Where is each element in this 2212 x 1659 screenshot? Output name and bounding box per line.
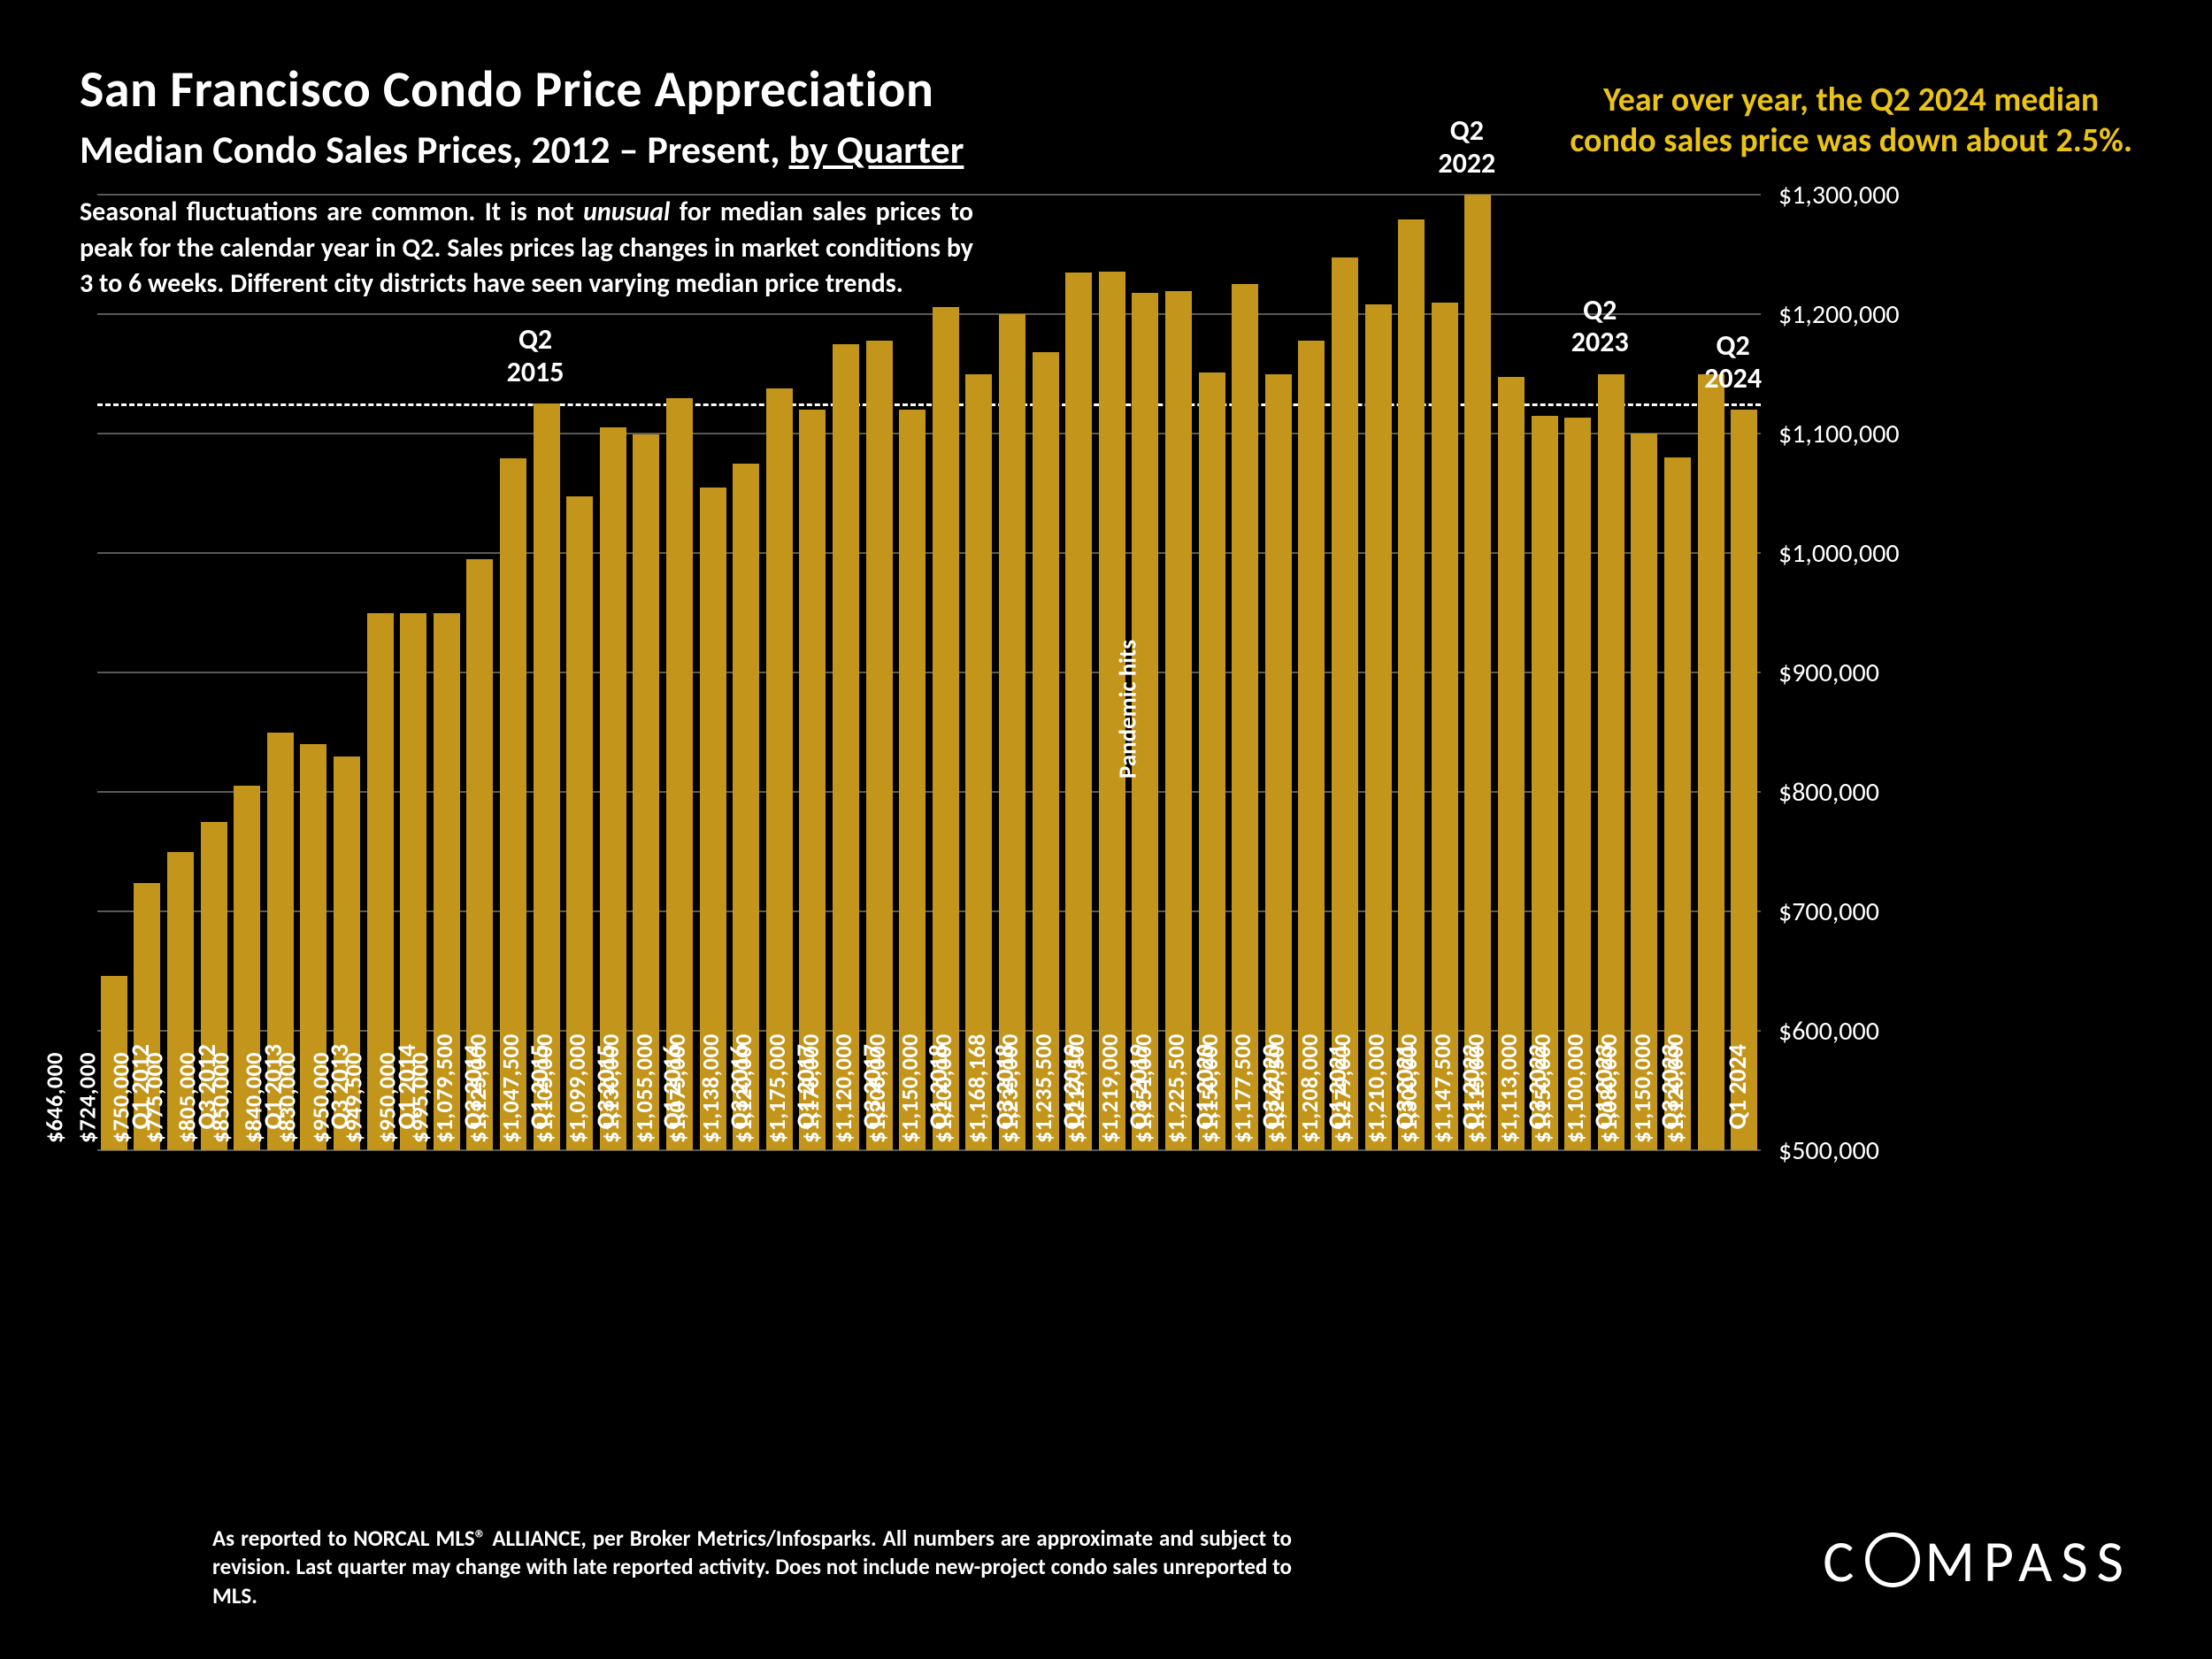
y-axis-label: $900,000	[1778, 657, 1955, 689]
compass-logo-o-icon	[1865, 1532, 1920, 1587]
x-axis-label: Q1 2022	[1455, 1044, 1486, 1168]
subtitle-text: Median Condo Sales Prices, 2012 – Presen…	[80, 126, 789, 173]
y-axis-label: $1,300,000	[1778, 179, 1955, 211]
data-bar: $1,225,500	[1232, 284, 1258, 1150]
compass-logo: CMPASS	[1823, 1525, 2132, 1597]
x-axis-label: Q3 2018	[989, 1044, 1020, 1168]
data-bar: $1,168,168	[1033, 352, 1059, 1150]
bar-value-label: $1,100,000	[1561, 1033, 1589, 1143]
data-bar: $1,235,000	[1065, 273, 1092, 1150]
x-axis-label: Q3 2014	[457, 1044, 488, 1168]
callout-label: Q22023	[1571, 295, 1629, 360]
y-axis-label: $600,000	[1778, 1015, 1955, 1048]
callout-label: Q22015	[507, 324, 565, 389]
x-axis-label: Q1 2023	[1588, 1044, 1619, 1168]
chart-subtitle: Median Condo Sales Prices, 2012 – Presen…	[80, 126, 964, 173]
bar-value-label: $1,235,500	[1029, 1033, 1057, 1143]
data-bar: $1,175,000	[833, 344, 859, 1150]
pandemic-label: Pandemic hits	[1113, 640, 1142, 779]
y-axis-label: $700,000	[1778, 895, 1955, 928]
bar-value-label: $1,138,000	[696, 1033, 725, 1143]
bar-value-label: $1,120,000	[829, 1033, 857, 1143]
x-axis-label: Q1 2020	[1189, 1044, 1220, 1168]
bar-value-label: $1,219,000	[1095, 1033, 1124, 1143]
x-axis-label: Q1 2021	[1322, 1044, 1353, 1168]
y-axis-label: $1,100,000	[1778, 418, 1955, 450]
x-axis-label: Q3 2012	[191, 1044, 222, 1168]
x-axis-label: Q3 2022	[1522, 1044, 1553, 1168]
x-axis-label: Q1 2016	[657, 1044, 687, 1168]
bar-value-label: $1,055,000	[630, 1033, 658, 1143]
headline-right-l2: condo sales price was down about 2.5%.	[1570, 120, 2132, 161]
x-axis-label: Q3 2016	[724, 1044, 755, 1168]
bar-value-label: $646,000	[40, 1052, 68, 1143]
data-bar: $1,219,000	[1165, 291, 1192, 1150]
x-axis-label: Q3 2017	[856, 1044, 887, 1168]
data-bar: $1,178,000	[866, 341, 893, 1150]
chart-title: San Francisco Condo Price Appreciation	[80, 58, 964, 120]
data-bar: $1,208,000	[1365, 304, 1392, 1150]
plot-area: $500,000$600,000$700,000$800,000$900,000…	[97, 195, 1761, 1150]
x-axis-label: Q3 2021	[1389, 1044, 1420, 1168]
subtitle-underline: by Quarter	[789, 126, 964, 173]
bar-value-label: $1,175,000	[763, 1033, 791, 1143]
x-axis-label: Q1 2012	[125, 1044, 156, 1168]
x-axis-label: Q1 2014	[391, 1044, 422, 1168]
bar-value-label: $1,225,500	[1162, 1033, 1190, 1143]
y-axis-label: $500,000	[1778, 1134, 1955, 1167]
bar-value-label: $1,147,500	[1428, 1033, 1456, 1143]
x-axis-label: Q3 2015	[590, 1044, 621, 1168]
data-bar: $1,279,000	[1398, 219, 1425, 1150]
x-axis-label: Q1 2015	[524, 1044, 555, 1168]
data-bar: $1,210,000	[1432, 303, 1458, 1151]
bar-value-label: $1,113,000	[1494, 1033, 1523, 1143]
x-axis-label: Q3 2019	[1123, 1044, 1154, 1168]
y-axis-label: $1,200,000	[1778, 298, 1955, 331]
data-bar: $1,120,000	[1731, 410, 1757, 1150]
x-axis-label: Q1 2017	[790, 1044, 821, 1168]
x-axis-label: Q1 2024	[1722, 1044, 1753, 1168]
bar-value-label: $1,150,000	[895, 1033, 924, 1143]
bar-chart: $500,000$600,000$700,000$800,000$900,000…	[97, 195, 1938, 1354]
bar-value-label: $1,168,168	[963, 1033, 991, 1143]
x-axis-label: Q3 2013	[324, 1044, 355, 1168]
y-axis-label: $800,000	[1778, 776, 1955, 809]
x-axis-label: Q1 2019	[1056, 1044, 1087, 1168]
bar-value-label: $1,047,500	[496, 1033, 525, 1143]
callout-label: Q22022	[1438, 115, 1495, 180]
footer-note: As reported to NORCAL MLS® ALLIANCE, per…	[212, 1525, 1292, 1611]
x-axis-label: Q1 2018	[923, 1044, 954, 1168]
bar-value-label: $1,208,000	[1295, 1033, 1324, 1143]
callout-label: Q22024	[1704, 330, 1762, 396]
bar-value-label: $1,150,000	[1628, 1033, 1656, 1143]
data-bar: $1,247,500	[1332, 257, 1358, 1150]
x-axis-label: Q3 2020	[1256, 1044, 1286, 1168]
headline-right-l1: Year over year, the Q2 2024 median	[1570, 80, 2132, 120]
bar-value-label: $1,099,000	[563, 1033, 591, 1143]
data-bar: $1,206,000	[933, 307, 959, 1150]
x-axis-label: Q3 2023	[1655, 1044, 1686, 1168]
bar-value-label: $1,210,000	[1362, 1033, 1390, 1143]
data-bar: $1,200,000	[999, 314, 1025, 1150]
headline-right: Year over year, the Q2 2024 median condo…	[1570, 80, 2132, 161]
x-axis-label: Q1 2013	[257, 1044, 288, 1168]
bar-value-label: $1,177,500	[1228, 1033, 1256, 1143]
data-bar: $1,177,500	[1298, 341, 1325, 1150]
data-bar: $1,150,000	[1698, 374, 1724, 1151]
y-axis-label: $1,000,000	[1778, 537, 1955, 570]
data-bar: $1,300,000	[1464, 195, 1491, 1150]
bar-value-label: $1,079,500	[430, 1033, 458, 1143]
bar-value-label: $724,000	[73, 1052, 102, 1143]
